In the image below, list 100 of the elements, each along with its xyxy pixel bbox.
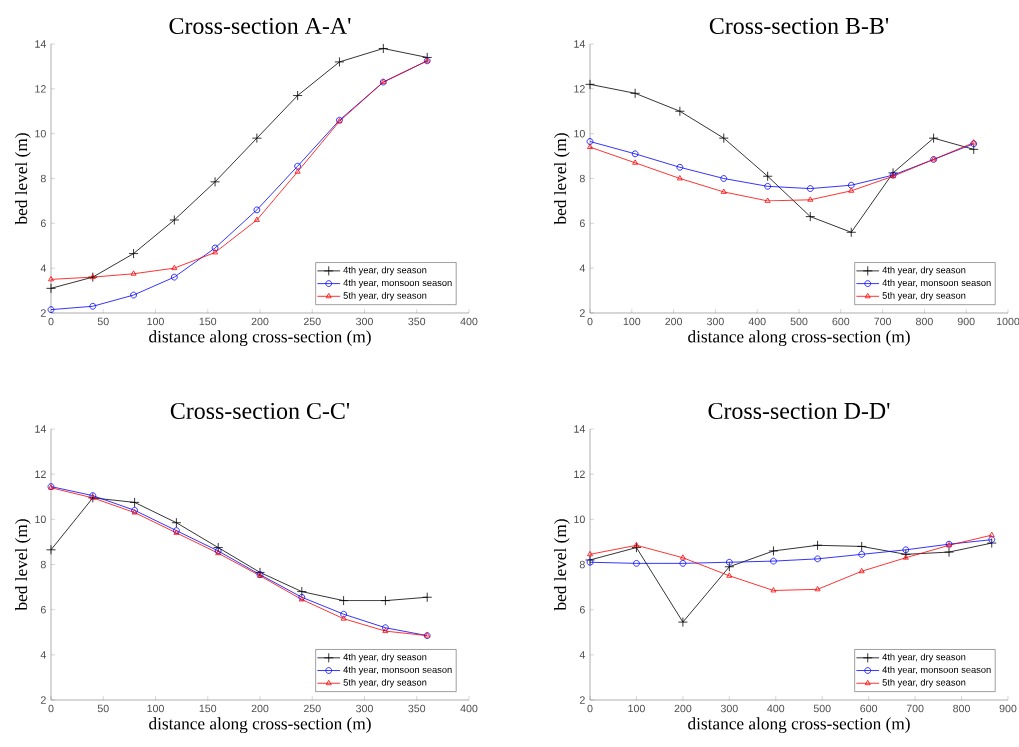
point [340,610,347,618]
y-tick-label: 14 [35,40,46,48]
x-tick-label: 0 [48,317,54,326]
x-tick-label: 400 [767,704,785,713]
point [676,163,684,171]
point [170,273,178,281]
point [846,227,857,238]
point [251,133,262,144]
legend-label: 4th year, dry season [343,653,427,663]
x-tick-label: 800 [916,317,933,326]
y-tick-label: 8 [40,560,46,569]
point [294,162,301,170]
point [631,150,639,158]
y-tick-label: 4 [40,651,46,659]
x-tick-label: 300 [706,317,724,326]
point [633,560,640,567]
y-tick-label: 4 [40,264,46,272]
y-tick-label: 12 [35,470,46,478]
point [806,185,814,192]
point [902,554,909,560]
point [294,168,301,174]
point [807,196,814,202]
x-tick-label: 300 [720,704,738,713]
point [720,175,728,182]
point [856,541,867,552]
legend-label: 4th year, monsoon season [343,279,452,288]
chart-title: Cross-section B-B' [709,17,889,34]
y-tick-label: 4 [579,651,586,659]
point [47,306,55,313]
y-axis-title: bed level (m) [15,519,31,611]
x-tick-label: 700 [874,317,892,326]
y-tick-label: 10 [35,515,46,524]
x-tick-label: 200 [665,317,683,326]
point [128,248,139,259]
point [676,175,683,181]
point [888,167,898,178]
y-tick-label: 14 [574,40,586,48]
point [720,188,727,194]
x-tick-label: 400 [460,317,478,326]
legend-label: 5th year, dry season [882,291,966,301]
point [988,531,995,538]
x-tick-label: 700 [906,704,924,713]
x-axis-title: distance along cross-section (m) [688,717,910,734]
point [631,542,642,553]
x-tick-label: 600 [832,317,850,326]
y-tick-label: 10 [574,515,585,524]
point [858,551,866,558]
point [255,567,265,578]
x-tick-label: 350 [408,317,426,326]
y-tick-label: 8 [579,560,585,569]
y-tick-label: 6 [40,219,46,228]
point [718,133,729,144]
legend-label: 4th year, monsoon season [882,666,991,675]
point [46,544,56,555]
y-tick-label: 2 [579,696,585,704]
x-tick-label: 250 [303,704,321,713]
x-axis-title: distance along cross-section (m) [149,330,371,347]
point [89,273,96,279]
point [762,171,773,182]
point [812,540,823,551]
x-tick-label: 500 [790,317,808,326]
y-tick-label: 14 [574,425,586,433]
x-tick-label: 900 [957,317,975,326]
y-tick-label: 8 [579,174,585,183]
point [171,517,182,528]
point [171,264,178,271]
point [87,272,98,283]
x-tick-label: 100 [628,704,645,713]
point [169,215,180,225]
y-tick-label: 12 [35,85,46,93]
point [587,551,593,557]
point [679,560,687,567]
point [902,546,910,554]
x-tick-label: 100 [147,317,164,326]
x-tick-label: 0 [48,704,54,713]
point [848,187,855,193]
y-tick-label: 12 [574,470,585,478]
x-axis-title: distance along cross-section (m) [688,330,910,347]
y-tick-label: 4 [579,264,586,272]
x-tick-label: 0 [587,317,593,326]
point [338,595,349,606]
legend-label: 4th year, dry season [882,653,966,663]
x-tick-label: 200 [251,317,269,326]
legend-label: 4th year, dry season [343,266,427,276]
point [48,276,54,282]
point [988,536,996,543]
point [334,56,345,67]
point [46,283,56,294]
y-tick-label: 14 [35,425,46,433]
x-tick-label: 300 [356,704,373,713]
point [770,557,777,565]
point [674,106,685,117]
x-tick-label: 100 [623,317,641,326]
point [585,79,595,90]
y-tick-label: 10 [35,129,46,138]
point [770,587,777,593]
y-axis-title: bed level (m) [554,519,570,611]
point [858,567,865,574]
y-tick-label: 6 [579,605,585,614]
point [726,558,733,566]
